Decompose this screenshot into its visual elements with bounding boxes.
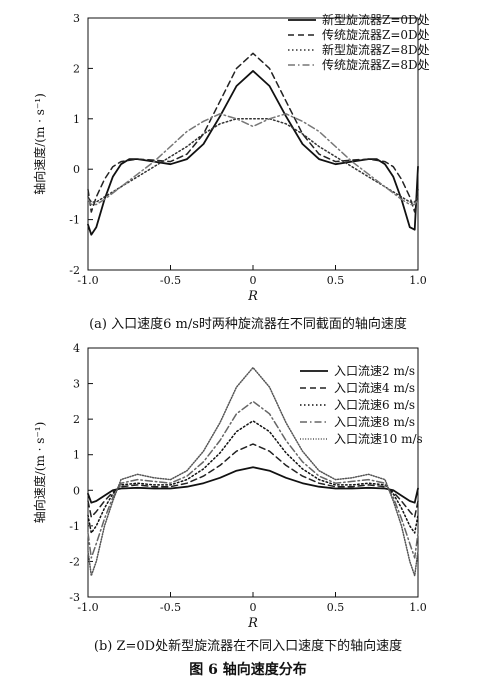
caption-b: (b) Z=0D处新型旋流器在不同入口速度下的轴向速度 xyxy=(94,638,402,654)
figure-caption: 图 6 轴向速度分布 xyxy=(189,661,307,678)
y-tick-label: 3 xyxy=(73,378,80,391)
x-tick-label: 1.0 xyxy=(409,274,427,287)
chart-a: -1.0 -0.5 0 0.5 1.0 -2 -1 0 1 2 3 R 轴向速度/(m · s⁻¹) 新型… xyxy=(32,12,430,304)
y-tick-label: 0 xyxy=(73,484,80,497)
legend-label: 入口流速2 m/s xyxy=(334,364,415,378)
y-tick-label: 2 xyxy=(73,413,80,426)
y-tick-label: 1 xyxy=(73,113,80,126)
legend-label: 入口流速8 m/s xyxy=(334,415,415,429)
chart-b: -1.0 -0.5 0 0.5 1.0 -3 -2 -1 0 1 2 3 4 R 轴向速度/(m · s⁻¹… xyxy=(32,342,427,631)
y-tick-label: -2 xyxy=(69,555,80,568)
x-axis-label: R xyxy=(247,289,258,304)
x-tick-label: -1.0 xyxy=(77,274,98,287)
y-tick-label: -1 xyxy=(69,520,80,533)
series-line xyxy=(87,443,419,518)
x-tick-label: -0.5 xyxy=(160,274,181,287)
y-axis-label: 轴向速度/(m · s⁻¹) xyxy=(32,422,47,524)
y-tick-label: 0 xyxy=(73,163,80,176)
series-line xyxy=(87,70,419,236)
x-tick-label: -0.5 xyxy=(160,601,181,614)
y-tick-label: 2 xyxy=(73,62,80,75)
legend-label: 传统旋流器Z=0D处 xyxy=(322,27,430,42)
series-line xyxy=(87,118,419,203)
legend-label: 新型旋流器Z=8D处 xyxy=(322,42,430,57)
y-tick-label: -1 xyxy=(69,214,80,227)
y-axis-label: 轴向速度/(m · s⁻¹) xyxy=(32,93,47,195)
x-tick-label: 0.5 xyxy=(327,274,345,287)
y-tick-label: 4 xyxy=(73,342,80,355)
y-tick-label: -2 xyxy=(69,264,80,277)
x-tick-label: 0.5 xyxy=(327,601,345,614)
legend-label: 传统旋流器Z=8D处 xyxy=(322,57,430,72)
legend-label: 入口流速6 m/s xyxy=(334,398,415,412)
legend-label: 入口流速10 m/s xyxy=(334,432,423,446)
legend-label: 入口流速4 m/s xyxy=(334,381,415,395)
series-line xyxy=(87,366,419,577)
x-tick-label: -1.0 xyxy=(77,601,98,614)
y-tick-label: -3 xyxy=(69,591,80,604)
series-line xyxy=(87,113,419,206)
series-line xyxy=(87,52,419,213)
series-line xyxy=(87,420,419,534)
x-tick-label: 1.0 xyxy=(409,601,427,614)
x-tick-label: 0 xyxy=(250,274,257,287)
x-axis-label: R xyxy=(247,616,258,631)
x-tick-label: 0 xyxy=(250,601,257,614)
caption-a: (a) 入口速度6 m/s时两种旋流器在不同截面的轴向速度 xyxy=(89,316,407,332)
legend-label: 新型旋流器Z=0D处 xyxy=(322,12,430,27)
y-tick-label: 3 xyxy=(73,12,80,25)
y-tick-label: 1 xyxy=(73,449,80,462)
